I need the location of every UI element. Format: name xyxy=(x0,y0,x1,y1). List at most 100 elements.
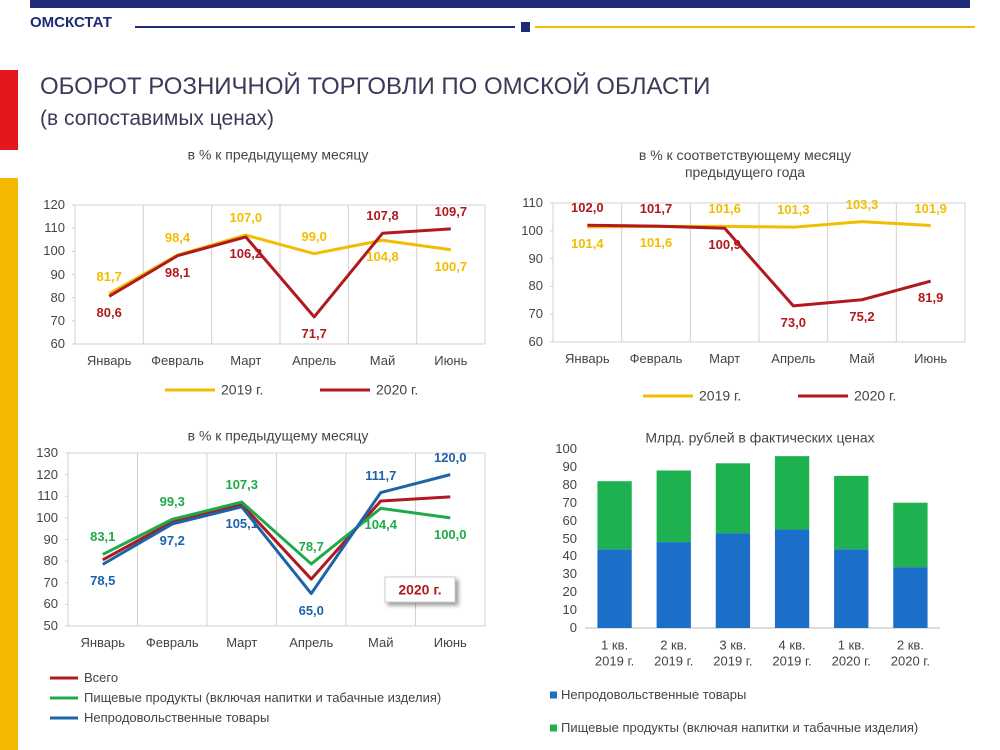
y-tick-label: 110 xyxy=(37,488,58,504)
data-label: 81,9 xyxy=(918,290,944,306)
line xyxy=(102,495,451,581)
y-tick-label: 70 xyxy=(562,494,577,510)
side-bar xyxy=(0,178,18,750)
data-label: 100,7 xyxy=(434,258,468,274)
y-tick-label: 70 xyxy=(528,306,543,322)
y-tick-label: 60 xyxy=(562,512,577,528)
y-tick-label: 120 xyxy=(43,197,65,213)
brand: ОМСКСТАТ xyxy=(30,14,112,31)
line xyxy=(587,223,932,308)
line xyxy=(102,500,451,566)
x-tick-label: 2 кв. 2020 г. xyxy=(890,637,931,668)
data-label: 78,5 xyxy=(90,573,116,589)
y-tick-label: 0 xyxy=(569,620,577,636)
y-tick-label: 80 xyxy=(43,553,58,569)
x-tick-label: Июнь xyxy=(434,353,468,369)
data-label: 101,9 xyxy=(914,200,947,216)
chart-title: Млрд. рублей в фактических ценах xyxy=(645,429,875,446)
legend-label: 2020 г. xyxy=(854,387,897,404)
x-tick-label: Февраль xyxy=(151,353,204,369)
y-tick-label: 100 xyxy=(555,441,577,457)
x-tick-label: 3 кв. 2019 г. xyxy=(713,637,753,668)
y-tick-label: 80 xyxy=(528,278,543,294)
line xyxy=(101,473,451,596)
subtitle: (в сопоставимых ценах) xyxy=(40,107,275,130)
y-tick-label: 110 xyxy=(522,195,543,211)
x-tick-label: Январь xyxy=(565,351,610,367)
legend-swatch xyxy=(550,691,557,699)
y-tick-label: 90 xyxy=(562,459,577,475)
y-tick-label: 120 xyxy=(36,466,58,482)
bar-segment xyxy=(774,456,810,530)
bar-segment xyxy=(774,529,810,628)
side-bar xyxy=(0,70,18,150)
y-tick-label: 100 xyxy=(36,510,58,526)
bar-segment xyxy=(893,567,928,628)
data-label: 105,1 xyxy=(225,516,259,532)
x-tick-label: Февраль xyxy=(629,351,683,367)
bar-segment xyxy=(597,549,632,628)
x-tick-label: Апрель xyxy=(289,635,334,651)
bar-segment xyxy=(893,502,928,568)
data-label: 103,3 xyxy=(845,196,879,212)
chart-title: в % к соответствующему месяцу предыдущег… xyxy=(638,147,852,180)
data-label: 100,9 xyxy=(708,237,741,253)
bar-segment xyxy=(656,542,691,628)
data-label: 83,1 xyxy=(90,529,116,545)
y-tick-label: 60 xyxy=(50,336,65,352)
annotation-box xyxy=(384,576,456,603)
data-label: 97,2 xyxy=(159,533,185,549)
top-bar xyxy=(30,0,970,8)
x-tick-label: Март xyxy=(230,353,262,369)
chart-title: в % к предыдущему месяцу xyxy=(187,427,369,444)
bar-segment xyxy=(715,463,751,534)
x-tick-label: Май xyxy=(849,351,875,367)
data-label: 102,0 xyxy=(571,200,604,216)
x-tick-label: Май xyxy=(369,353,396,369)
data-label: 107,0 xyxy=(229,210,263,226)
chart-title: в % к предыдущему месяцу xyxy=(187,146,369,163)
legend-label: Всего xyxy=(84,670,119,686)
y-tick-label: 70 xyxy=(50,313,65,329)
legend-label: Непродовольственные товары xyxy=(84,710,270,726)
data-label: 99,3 xyxy=(159,494,185,510)
annotation: 2020 г. xyxy=(398,581,442,598)
x-tick-label: Февраль xyxy=(145,635,199,651)
x-tick-label: Июнь xyxy=(914,351,948,367)
x-tick-label: Май xyxy=(368,635,394,651)
data-label: 100,0 xyxy=(433,527,467,543)
x-tick-label: Апрель xyxy=(292,353,337,369)
data-label: 104,4 xyxy=(364,517,398,533)
x-tick-label: 1 кв. 2020 г. xyxy=(831,637,871,668)
x-tick-label: Март xyxy=(226,635,258,651)
data-label: 101,6 xyxy=(708,201,741,217)
bar-segment xyxy=(597,481,632,550)
data-label: 101,3 xyxy=(777,202,810,218)
data-label: 81,7 xyxy=(96,268,122,284)
bar-segment xyxy=(715,533,751,628)
data-label: 65,0 xyxy=(298,602,324,618)
x-tick-label: 4 кв. 2019 г. xyxy=(772,637,812,668)
data-label: 78,7 xyxy=(298,539,324,555)
data-label: 71,7 xyxy=(301,326,327,342)
data-label: 107,8 xyxy=(366,208,399,224)
legend-label: Пищевые продукты (включая напитки и таба… xyxy=(561,720,919,736)
y-tick-label: 50 xyxy=(43,618,58,634)
y-tick-label: 100 xyxy=(43,243,65,259)
legend-swatch xyxy=(550,724,557,732)
y-tick-label: 90 xyxy=(528,250,543,266)
data-label: 98,4 xyxy=(164,230,191,246)
data-label: 75,2 xyxy=(849,308,875,324)
y-tick-label: 70 xyxy=(43,574,58,590)
y-tick-label: 80 xyxy=(562,477,577,492)
x-tick-label: Март xyxy=(709,351,741,367)
data-label: 99,0 xyxy=(301,228,327,244)
data-label: 109,7 xyxy=(434,204,468,220)
y-tick-label: 60 xyxy=(528,334,543,350)
line xyxy=(108,227,451,319)
data-label: 107,3 xyxy=(225,477,259,493)
bar-segment xyxy=(834,549,869,628)
legend-label: Непродовольственные товары xyxy=(561,687,747,703)
